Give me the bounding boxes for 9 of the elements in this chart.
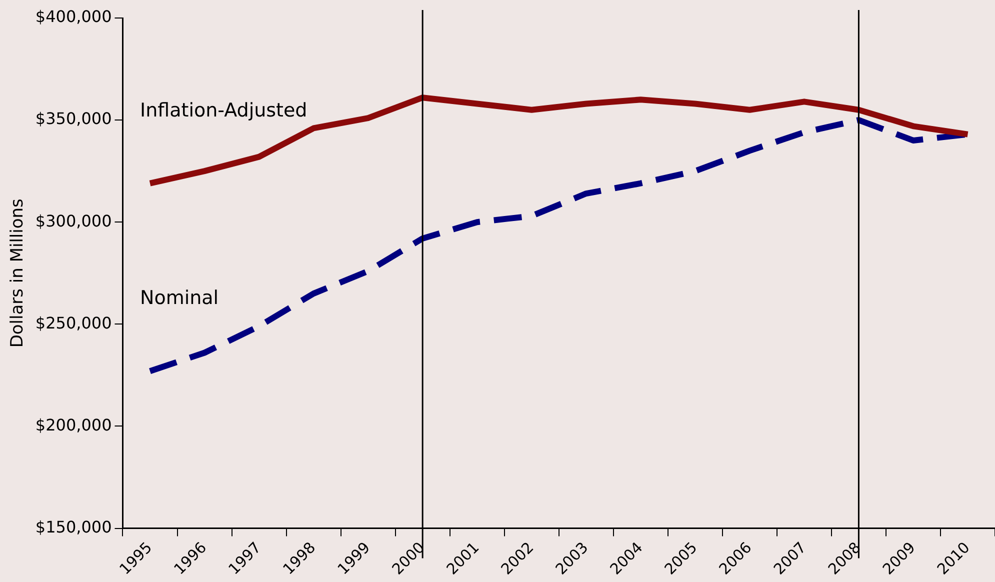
y-axis-title: Dollars in Millions xyxy=(8,198,28,348)
series-label: Inflation-Adjusted xyxy=(140,99,308,122)
y-tick-label: $250,000 xyxy=(35,313,112,332)
y-tick-label: $300,000 xyxy=(35,211,112,230)
series-label: Nominal xyxy=(140,287,219,310)
y-tick-label: $200,000 xyxy=(35,415,112,434)
y-tick-label: $350,000 xyxy=(35,109,112,128)
y-tick-label: $400,000 xyxy=(35,7,112,26)
y-tick-label: $150,000 xyxy=(35,517,112,536)
